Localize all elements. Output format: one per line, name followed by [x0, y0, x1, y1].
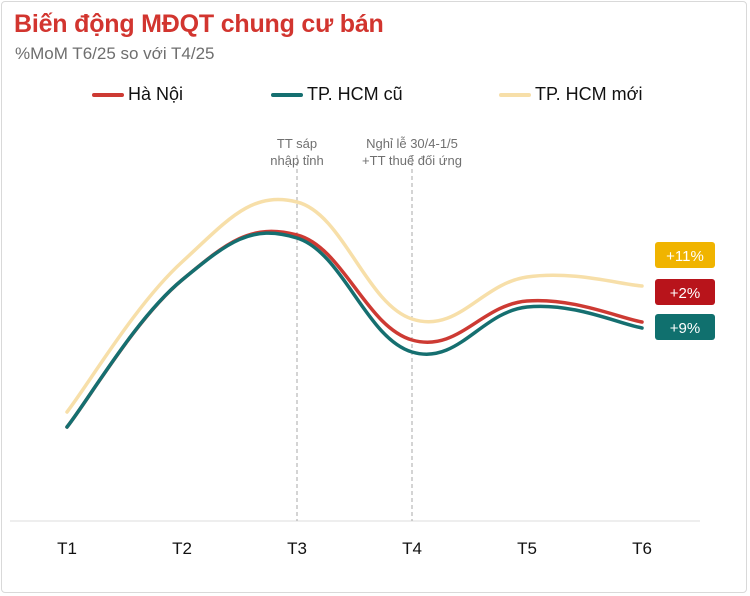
legend-swatch-hcm-cu	[271, 92, 303, 97]
legend-label-hcm-cu: TP. HCM cũ	[307, 84, 403, 104]
series-line-hcm-cu	[65, 231, 644, 429]
legend-swatch-ha-noi	[92, 92, 124, 97]
legend: Hà Nội TP. HCM cũ TP. HCM mới	[0, 84, 750, 108]
series-line-hcm-moi	[65, 197, 644, 414]
legend-label-hcm-moi: TP. HCM mới	[535, 84, 643, 104]
legend-label-ha-noi: Hà Nội	[128, 84, 184, 104]
end-label-text-hcm-cu: +9%	[670, 320, 700, 337]
x-tick-label: T5	[517, 539, 537, 558]
end-label-badge-ha-noi	[655, 279, 715, 305]
x-tick-label: T3	[287, 539, 307, 558]
annotation-text-0-1: nhập tỉnh	[270, 153, 324, 168]
chart-subtitle: %MoM T6/25 so với T4/25	[15, 44, 215, 63]
end-label-badge-hcm-moi	[655, 242, 715, 268]
end-label-text-hcm-moi: +11%	[666, 248, 704, 265]
legend-item-hcm-cu: TP. HCM cũ	[271, 84, 403, 105]
end-label-text-ha-noi: +2%	[670, 285, 700, 302]
x-tick-label: T2	[172, 539, 192, 558]
annotation-text-1-1: +TT thuế đối ứng	[362, 153, 462, 168]
x-tick-label: T4	[402, 539, 422, 558]
end-label-badge-hcm-cu	[655, 314, 715, 340]
chart-title: Biến động MĐQT chung cư bán	[14, 10, 384, 38]
x-tick-label: T1	[57, 539, 77, 558]
legend-item-hcm-moi: TP. HCM mới	[499, 84, 642, 105]
annotation-text-1-0: Nghỉ lễ 30/4-1/5	[366, 136, 458, 151]
annotation-text-0-0: TT sáp	[277, 136, 317, 151]
x-tick-label: T6	[632, 539, 652, 558]
legend-swatch-hcm-moi	[499, 92, 531, 97]
legend-item-ha-noi: Hà Nội	[92, 84, 183, 105]
